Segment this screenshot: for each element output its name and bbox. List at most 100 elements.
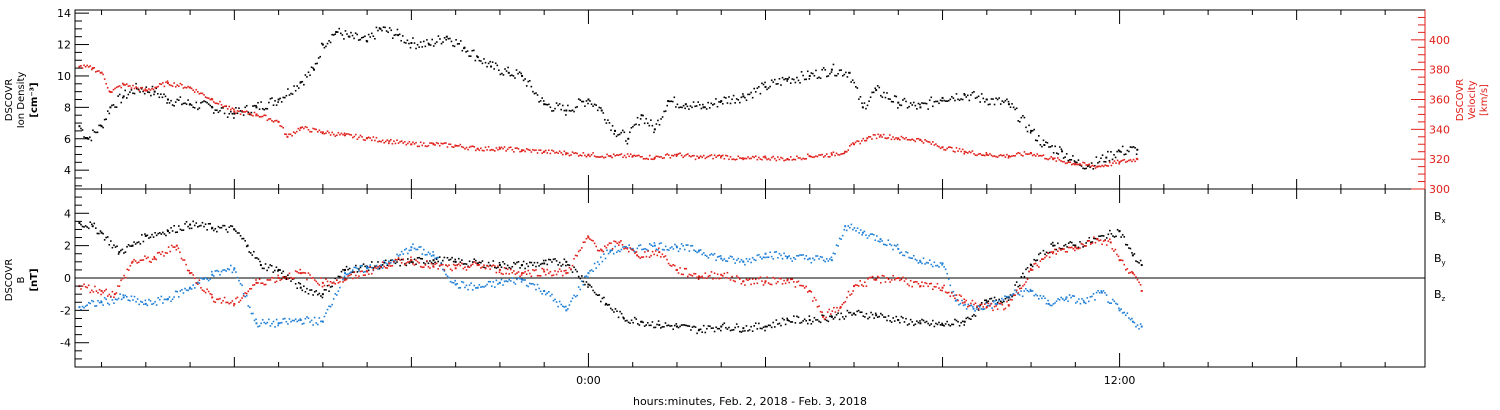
velocity-sample [111, 91, 113, 93]
velocity-sample [737, 155, 740, 158]
b-bx-sample [513, 261, 515, 264]
velocity-sample [252, 114, 254, 117]
velocity-sample [289, 133, 292, 136]
density-sample [468, 55, 470, 57]
b-bx-sample [253, 250, 255, 253]
b-by-sample [106, 302, 109, 305]
b-by-sample [607, 252, 610, 255]
velocity-sample [758, 156, 760, 159]
velocity-sample [528, 149, 531, 151]
density-sample [105, 118, 108, 121]
b-bx-sample [1007, 299, 1010, 301]
velocity-sample [845, 150, 848, 153]
b-bz-sample [952, 295, 955, 297]
b-by-sample [658, 242, 661, 245]
b-bz-sample [432, 265, 434, 267]
b-by-sample [972, 305, 974, 308]
velocity-sample [413, 143, 416, 145]
b-by-sample [522, 279, 525, 281]
b-bz-sample [396, 259, 398, 261]
density-sample [542, 100, 545, 102]
b-bz-sample [1124, 268, 1127, 271]
top-left-axis-title: DSCOVR Ion Density [cm⁻³] [4, 72, 40, 129]
b-bx-sample [951, 323, 953, 326]
b-bz-sample [412, 262, 414, 265]
b-bz-sample [210, 293, 213, 296]
density-sample [856, 87, 859, 89]
b-by-sample [747, 260, 749, 263]
b-bz-sample [331, 282, 333, 284]
b-by-sample [269, 325, 272, 327]
density-sample [769, 85, 771, 88]
density-sample [164, 95, 167, 98]
b-bz-sample [651, 250, 654, 253]
b-bz-sample [596, 249, 599, 252]
density-sample [657, 119, 659, 122]
b-bz-sample [1079, 247, 1081, 249]
b-bx-sample [1133, 253, 1136, 255]
density-sample [745, 99, 748, 102]
b-bx-sample [528, 261, 531, 264]
density-sample [712, 104, 714, 106]
b-bz-sample [277, 274, 279, 277]
b-bx-point [985, 301, 988, 304]
b-bz-sample [663, 256, 665, 258]
velocity-sample [1057, 157, 1059, 159]
density-sample [400, 39, 403, 42]
velocity-point [879, 134, 882, 137]
b-bz-sample [1006, 300, 1008, 303]
velocity-sample [288, 133, 290, 136]
b-bx-sample [576, 270, 578, 273]
b-by-sample [780, 254, 782, 257]
b-bz-sample [810, 291, 813, 293]
velocity-sample [570, 154, 572, 156]
b-bz-sample [133, 258, 135, 261]
b-bz-sample [977, 307, 980, 310]
density-sample [780, 84, 782, 86]
density-sample [140, 88, 143, 90]
b-bx-sample [1074, 244, 1076, 247]
b-bx-sample [1023, 275, 1026, 278]
top-right-axis-title-line-3: [km/s] [1479, 84, 1490, 116]
velocity-sample [490, 148, 493, 151]
velocity-sample [638, 154, 640, 157]
b-by-sample [786, 257, 788, 260]
velocity-sample [1060, 160, 1062, 162]
velocity-sample [1033, 153, 1035, 156]
b-bz-sample [826, 311, 829, 313]
density-sample [961, 98, 964, 101]
b-by-sample [297, 319, 300, 322]
b-by-sample [505, 280, 507, 282]
velocity-sample [1048, 157, 1051, 160]
b-bz-sample [266, 279, 269, 281]
b-bx-sample [524, 267, 526, 270]
b-by-sample [1007, 295, 1009, 298]
b-by-point [830, 259, 833, 262]
b-by-sample [908, 256, 910, 259]
b-bz-sample [408, 260, 411, 263]
b-bz-sample [799, 284, 801, 287]
density-sample [889, 98, 891, 101]
b-bz-sample [185, 263, 187, 266]
density-sample [139, 91, 141, 93]
velocity-sample [606, 153, 608, 156]
density-sample [1134, 147, 1136, 149]
b-by-sample [1021, 295, 1024, 298]
b-bz-sample [946, 292, 948, 294]
b-bz-sample [943, 284, 945, 287]
b-bx-point [1131, 254, 1134, 257]
b-by-sample [617, 249, 620, 252]
b-bz-point [113, 293, 116, 296]
density-sample [132, 92, 134, 95]
density-sample [108, 112, 111, 115]
b-by-sample [737, 257, 740, 260]
b-by-sample [336, 294, 338, 296]
velocity-sample [996, 156, 999, 158]
b-bz-sample [819, 310, 822, 313]
b-by-sample [1128, 317, 1130, 319]
b-bx-sample [241, 237, 243, 240]
b-by-sample [899, 252, 901, 254]
b-bx-sample [909, 318, 912, 321]
b-bx-sample [111, 246, 114, 249]
velocity-sample [291, 134, 293, 137]
